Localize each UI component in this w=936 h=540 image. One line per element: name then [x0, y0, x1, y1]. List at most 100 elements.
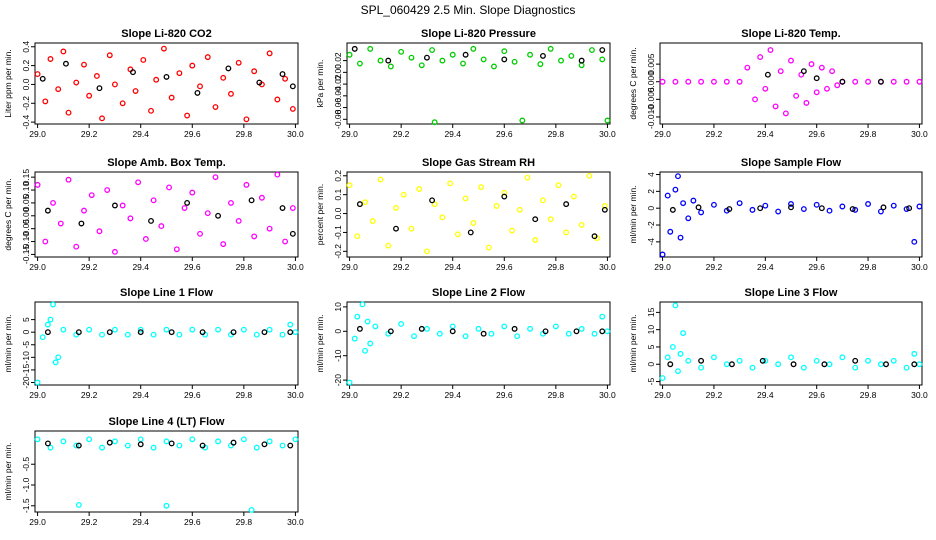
x-tick-label: 29.8 — [548, 390, 565, 400]
data-point-all — [289, 105, 296, 112]
data-point-all — [488, 330, 495, 337]
data-point-selected — [757, 205, 764, 212]
data-point-all — [568, 52, 575, 59]
data-point-all — [65, 176, 72, 183]
data-point-all — [132, 88, 139, 94]
y-tick-label: 0.0 — [21, 78, 31, 90]
data-point-all — [736, 78, 743, 85]
x-tick-label: 29.6 — [496, 262, 513, 272]
data-point-all — [47, 444, 54, 451]
data-point-all — [346, 51, 353, 58]
y-tick-label: -0.06 — [333, 98, 343, 118]
data-point-all — [73, 79, 80, 86]
data-point-all — [501, 48, 508, 55]
data-point-selected — [287, 442, 294, 449]
data-point-selected — [599, 47, 606, 53]
data-point-all — [148, 107, 154, 114]
data-point-all — [680, 330, 687, 337]
data-point-selected — [230, 329, 237, 336]
data-point-all — [563, 229, 570, 236]
data-point-all — [204, 210, 211, 217]
data-point-all — [240, 436, 247, 443]
x-tick-label: 30.0 — [599, 390, 616, 400]
data-point-all — [362, 199, 368, 206]
data-point-all — [387, 63, 394, 70]
data-point-all — [698, 364, 705, 371]
data-point-all — [44, 321, 51, 328]
data-point-selected — [385, 57, 392, 64]
x-tick-label: 29.4 — [132, 517, 149, 527]
x-tick-label: 29.0 — [654, 129, 671, 139]
data-point-selected — [199, 442, 206, 449]
data-point-all — [749, 364, 756, 371]
x-tick-label: 29.6 — [496, 129, 513, 139]
data-point-all — [698, 78, 705, 85]
x-tick-label: 29.6 — [808, 262, 825, 272]
data-point-all — [591, 330, 598, 337]
x-tick-label: 29.6 — [184, 517, 201, 527]
data-point-selected — [591, 233, 598, 240]
x-tick-label: 29.2 — [393, 390, 410, 400]
panel-9: Slope Line 3 Flow 29.0 29.2 29.4 29.6 29.8 30.… — [628, 287, 928, 400]
data-point-all — [150, 197, 157, 204]
data-point-selected — [726, 206, 733, 212]
data-point-all — [65, 109, 72, 116]
data-point-all — [204, 54, 211, 61]
data-point-all — [34, 436, 41, 443]
data-point-selected — [137, 441, 144, 448]
data-point-selected — [356, 325, 363, 332]
x-tick-label: 29.2 — [81, 129, 98, 139]
data-point-all — [354, 313, 361, 320]
data-point-all — [537, 61, 544, 68]
data-point-all — [852, 206, 859, 213]
data-point-selected — [387, 328, 394, 335]
data-point-all — [478, 184, 485, 191]
data-point-all — [439, 57, 446, 64]
y-tick-label: -4 — [646, 238, 656, 246]
data-point-selected — [540, 52, 546, 59]
data-point-selected — [215, 212, 222, 219]
data-point-all — [398, 48, 405, 55]
x-tick-label: 29.2 — [393, 262, 410, 272]
data-point-all — [93, 73, 100, 79]
data-point-all — [385, 242, 392, 249]
data-point-all — [501, 323, 508, 330]
data-point-all — [292, 329, 299, 336]
data-point-selected — [911, 361, 918, 368]
data-point-all — [604, 117, 611, 124]
data-point-all — [540, 197, 546, 204]
data-point-all — [565, 330, 572, 337]
data-point-all — [685, 215, 692, 222]
panel-1: Slope Li-820 CO2 29.0 29.2 29.4 29.6 29.8 30.0… — [3, 28, 304, 139]
data-point-all — [447, 180, 454, 187]
data-point-all — [377, 176, 384, 183]
x-tick-label: 29.2 — [81, 517, 98, 527]
y-tick-label: -0.4 — [21, 115, 31, 130]
data-point-all — [439, 214, 446, 221]
data-point-all — [266, 438, 273, 445]
data-point-all — [416, 186, 423, 192]
data-point-all — [181, 205, 188, 212]
data-point-all — [772, 103, 779, 110]
data-point-all — [744, 64, 751, 71]
data-point-all — [677, 350, 684, 357]
x-tick-label: 29.0 — [29, 262, 46, 272]
data-point-all — [228, 90, 234, 97]
data-point-selected — [578, 57, 585, 64]
data-point-all — [60, 438, 67, 445]
data-point-selected — [423, 54, 430, 61]
data-point-all — [480, 56, 487, 63]
x-tick-label: 30.0 — [599, 262, 616, 272]
data-point-all — [877, 208, 884, 215]
data-point-all — [88, 192, 95, 199]
panel-6: Slope Sample Flow 29.0 29.2 29.4 29.6 29.8 30.… — [628, 157, 928, 272]
data-point-all — [485, 244, 492, 251]
x-tick-label: 29.6 — [496, 390, 513, 400]
data-point-selected — [790, 361, 797, 368]
x-tick-label: 29.4 — [132, 262, 149, 272]
panel-title: Slope Li-820 Temp. — [741, 28, 840, 40]
x-tick-label: 30.0 — [599, 129, 616, 139]
data-point-all — [168, 94, 175, 101]
data-point-all — [578, 325, 585, 332]
data-point-selected — [759, 357, 766, 364]
